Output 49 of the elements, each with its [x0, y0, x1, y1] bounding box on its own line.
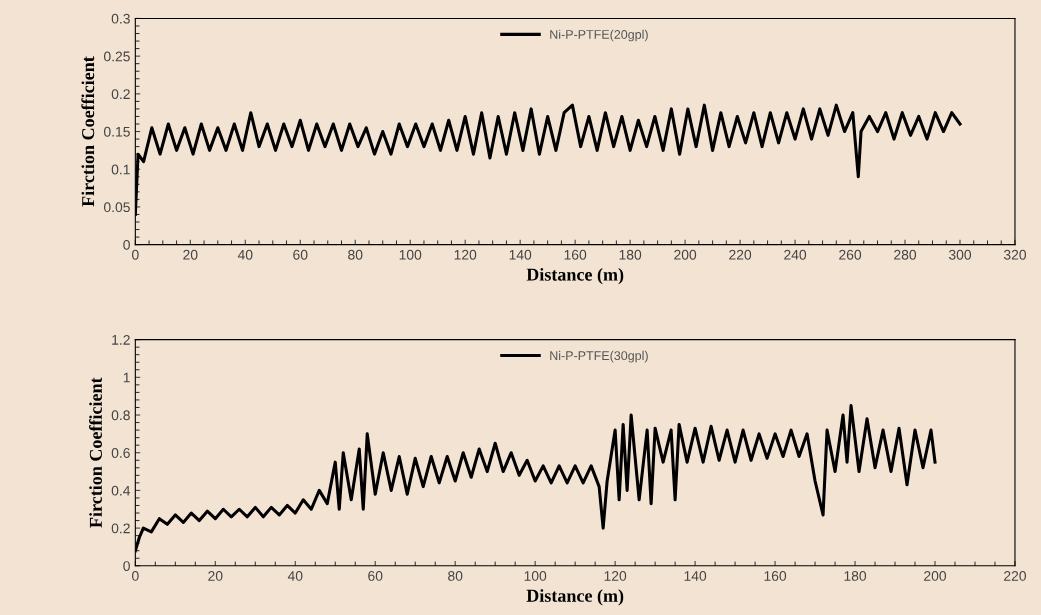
y-axis-title: Firction Coefficient	[89, 377, 102, 528]
x-tick-label: 100	[399, 249, 422, 260]
legend-label: Ni-P-PTFE(20gpl)	[550, 29, 648, 42]
x-tick-label: 20	[208, 571, 223, 581]
y-tick-label: 0.2	[111, 89, 130, 100]
x-tick-label: 40	[237, 249, 253, 260]
x-tick-label: 280	[894, 249, 917, 260]
y-tick-label: 0.25	[103, 51, 130, 62]
x-tick-label: 160	[564, 249, 587, 260]
x-tick-label: 200	[674, 249, 697, 260]
y-axis-title: Firction Coefficient	[81, 56, 95, 207]
x-tick-label: 160	[764, 571, 787, 581]
y-tick-label: 0.8	[111, 410, 130, 421]
x-tick-label: 0	[132, 249, 139, 260]
x-tick-label: 140	[684, 571, 707, 581]
x-tick-label: 80	[348, 249, 363, 260]
x-tick-label: 120	[604, 571, 627, 581]
x-tick-label: 20	[183, 249, 198, 260]
y-tick-label: 0.05	[103, 202, 130, 213]
y-tick-label: 0.3	[111, 13, 130, 24]
x-tick-label: 40	[287, 571, 303, 581]
x-tick-label: 100	[524, 571, 547, 581]
x-tick-label: 180	[619, 249, 642, 260]
legend-label: Ni-P-PTFE(30gpl)	[550, 350, 648, 363]
x-tick-label: 300	[948, 249, 972, 260]
y-tick-label: 0.1	[111, 164, 130, 175]
x-tick-label: 200	[924, 571, 947, 581]
y-tick-label: 0.15	[103, 126, 130, 137]
x-tick-label: 240	[784, 249, 807, 260]
x-axis-title: Distance (m)	[526, 267, 624, 285]
y-tick-label: 0	[123, 239, 130, 250]
x-tick-label: 60	[293, 249, 308, 260]
y-tick-label: 0	[123, 561, 130, 571]
x-tick-label: 220	[729, 249, 752, 260]
x-tick-label: 140	[509, 249, 532, 260]
x-tick-label: 60	[368, 571, 383, 581]
y-tick-label: 0.4	[111, 485, 131, 496]
x-axis-title: Distance (m)	[526, 589, 624, 606]
y-tick-label: 1	[123, 372, 130, 383]
x-tick-label: 320	[1003, 249, 1027, 260]
y-tick-label: 1.2	[112, 334, 130, 345]
y-tick-label: 0.6	[111, 448, 130, 458]
x-tick-label: 120	[454, 249, 477, 260]
y-tick-label: 0.2	[111, 523, 130, 534]
x-tick-label: 180	[844, 571, 867, 581]
x-tick-label: 220	[1004, 571, 1027, 581]
x-tick-label: 0	[132, 571, 139, 581]
x-tick-label: 80	[448, 571, 463, 581]
x-tick-label: 260	[839, 249, 862, 260]
